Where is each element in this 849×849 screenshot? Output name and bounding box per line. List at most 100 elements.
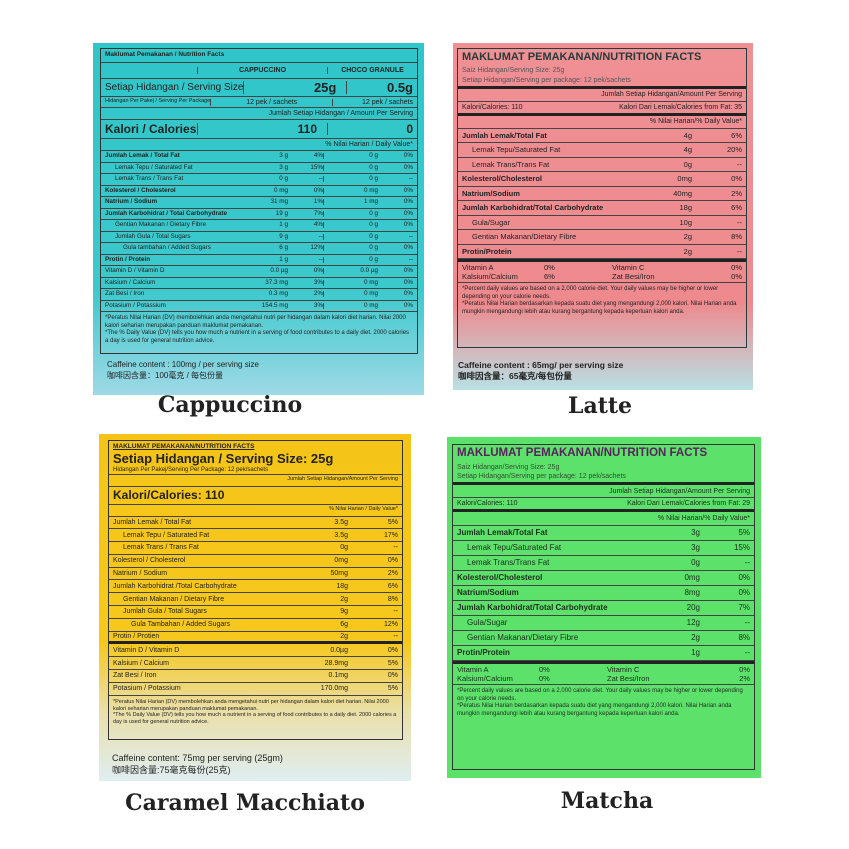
amount: 0mg <box>334 557 348 565</box>
nutrient-label: Gula Tambahan / Added Sugars <box>131 621 231 629</box>
amount: 3g <box>691 528 700 538</box>
vitamin-label: Vitamin C <box>612 263 645 273</box>
cappuccino-nutrition-table: Maklumat Pemakanan / Nutrition Facts CAP… <box>100 48 418 354</box>
daily-value: 0% <box>387 557 398 565</box>
package-choco: 12 pek / sachets <box>332 98 417 106</box>
amount: 0 g <box>323 244 378 252</box>
daily-value: -- <box>744 618 750 628</box>
daily-value: 0% <box>731 174 742 184</box>
amount: 0 g <box>323 175 378 183</box>
daily-value: -- <box>737 246 742 256</box>
latte-nutrition-table: MAKLUMAT PEMAKANAN/NUTRITION FACTS Saiz … <box>457 48 747 348</box>
nutrient-label: Gentian Makanan / Dietary Fibre <box>115 221 206 229</box>
footnote: *Peratus Nilai Harian (DV) membolehkan a… <box>113 698 389 712</box>
daily-value: 5% <box>387 518 398 526</box>
footnote: *Peratus Nilai Harian berdasarkan kepada… <box>462 301 737 315</box>
daily-value: 20% <box>726 145 742 155</box>
daily-value: 2% <box>313 290 323 298</box>
amount: 0.0 µg <box>270 267 288 275</box>
footnotes: *Percent daily values are based on a 2,0… <box>453 685 754 721</box>
nutrient-label: Protin / Protien <box>113 633 160 641</box>
vitamin-row: Vitamin A 0% Vitamin C 0% <box>453 661 754 674</box>
nutrient-label: Vitamin D / Vitamin D <box>113 646 180 654</box>
vitamin-value: 0% <box>731 272 742 282</box>
amount: 50mg <box>330 570 348 578</box>
daily-value: 0% <box>403 152 413 160</box>
nutrient-row: Protin / Protein 1 g -- 0 g -- <box>101 255 417 266</box>
vitamin-value: 0% <box>544 263 555 273</box>
package-label: Hidangan Per Pakej / Serving Per Package <box>105 98 211 105</box>
package-row: Hidangan Per Pakej / Serving Per Package… <box>101 97 417 108</box>
nutrient-row: Jumlah Lemak / Total Fat 3 g 4% 0 g 0% <box>101 151 417 163</box>
daily-value: -- <box>737 159 742 169</box>
amount-header-text: Jumlah Setiap Hidangan/Amount Per Servin… <box>287 476 398 483</box>
vitamin-label: Vitamin C <box>607 665 640 675</box>
daily-value: 0% <box>403 278 413 286</box>
nutrient-label: Jumlah Lemak/Total Fat <box>462 130 547 140</box>
vitamin-label: Vitamin A <box>462 263 494 273</box>
amount: 20g <box>686 603 700 613</box>
nutrient-label: Kalsium / Calcium <box>105 278 156 286</box>
nutrient-row: Zat Besi / Iron 0.3 mg 2% 0 mg 0% <box>101 289 417 301</box>
dv-header: % Nilai Harian / Daily Value* <box>109 505 402 517</box>
nutrient-row: Jumlah Karbohidrat / Total Carbohydrate 1… <box>101 209 417 220</box>
calories-choco: 0 <box>327 123 417 135</box>
calories-row: Kalori/Calories: 110 Kalori Dari Lemak/Ca… <box>453 498 754 513</box>
caffeine-en: Caffeine content : 100mg / per serving s… <box>107 360 259 369</box>
caramel-macchiato-nutrition-table: MAKLUMAT PEMAKANAN/NUTRITION FACTS Setia… <box>108 440 403 740</box>
daily-value: -- <box>408 255 413 263</box>
amount: 0.0µg <box>330 646 348 654</box>
matcha-nutrition-table: MAKLUMAT PEMAKANAN/NUTRITION FACTS Saiz … <box>452 444 755 770</box>
nutrient-row: Gula Tambahan / Added Sugars 6g 12% <box>109 619 402 632</box>
caffeine-info: Caffeine content: 75mg per serving (25gm… <box>112 752 283 776</box>
serving-per-package: Setiap Hidangan/Serving per package: 12 … <box>457 473 626 481</box>
daily-value: -- <box>393 633 398 641</box>
vitamin-label: Vitamin A <box>457 665 489 675</box>
footnote: *Percent daily values are based on a 2,0… <box>462 286 719 300</box>
calories: Kalori/Calories: 110 <box>462 103 523 111</box>
amount: 0mg <box>677 174 692 184</box>
nutrient-label: Jumlah Gula / Total Sugars <box>115 232 191 240</box>
nutrient-label: Lemak Tepu/Saturated Fat <box>472 145 561 155</box>
amount: 1 g <box>279 255 288 263</box>
daily-value: 0% <box>387 646 398 654</box>
footnote: *Peratus Nilai Harian berdasarkan kepada… <box>457 703 732 717</box>
dv-header: % Nilai Harian / Daily Value* <box>101 139 417 151</box>
nutrient-label: Gula/Sugar <box>472 217 510 227</box>
package-row: Hidangan Per Pakej/Serving Per Package: … <box>109 466 402 475</box>
column-headers: CAPPUCCINO CHOCO GRANULE <box>101 63 417 79</box>
amount: 1 g <box>279 221 288 229</box>
amount: 19 g <box>275 209 288 217</box>
nutrient-label: Potasium / Potassium <box>105 301 166 309</box>
nutrient-row: Jumlah Lemak/Total Fat 3g 5% <box>453 526 754 542</box>
nutrient-label: Natrium/Sodium <box>462 188 520 198</box>
daily-value: 7% <box>313 209 323 217</box>
column-choco-granule: CHOCO GRANULE <box>327 67 417 74</box>
daily-value: 15% <box>310 163 323 171</box>
nutrient-label: Kolesterol / Cholesterol <box>113 557 186 565</box>
nutrient-label: Jumlah Gula / Total Sugars <box>123 608 207 616</box>
vitamin-label: Kalsium/Calcium <box>457 674 513 684</box>
amount: 1g <box>691 648 700 658</box>
daily-value: 0% <box>403 301 413 309</box>
amount: 37.3 mg <box>265 278 288 286</box>
caffeine-info: Caffeine content : 65mg/ per serving siz… <box>458 360 623 383</box>
caption-cappuccino: Cappuccino <box>157 392 303 418</box>
daily-value: 0% <box>738 588 750 598</box>
nutrient-label: Jumlah Lemak / Total Fat <box>113 518 192 526</box>
daily-value: 2% <box>387 570 398 578</box>
nutrient-label: Gentian Makanan/Dietary Fibre <box>472 232 577 242</box>
daily-value: 4% <box>313 152 323 160</box>
daily-value: 8% <box>731 232 742 242</box>
nutrient-label: Lemak Trans/Trans Fat <box>467 558 550 568</box>
nutrient-row: Kolesterol/Cholesterol 0mg 0% <box>453 571 754 587</box>
nutrient-label: Jumlah Karbohidrat /Total Carbohydrate <box>113 582 237 590</box>
nutrient-label: Protin/Protein <box>457 648 510 658</box>
nutrient-row: Protin/Protein 1g -- <box>453 646 754 662</box>
footnote: *The % Daily Value (DV) tells you how mu… <box>105 330 410 344</box>
vitamin-value: 2% <box>739 674 750 684</box>
daily-value: 0% <box>313 267 323 275</box>
vitamin-value: 0% <box>539 674 550 684</box>
nutrition-title: MAKLUMAT PEMAKANAN/NUTRITION FACTS <box>113 443 255 450</box>
nutrient-label: Jumlah Karbohidrat/Total Carbohydrate <box>462 203 604 213</box>
